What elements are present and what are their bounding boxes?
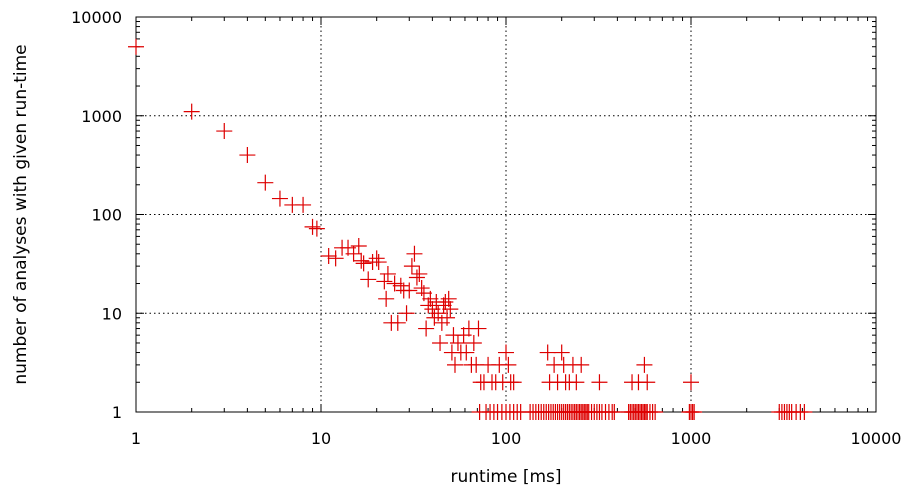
data-point (432, 334, 449, 351)
data-point (411, 265, 428, 282)
data-point (401, 282, 418, 299)
data-points (128, 38, 813, 420)
data-point (442, 301, 459, 318)
data-point (128, 38, 144, 55)
data-point (573, 356, 590, 373)
data-point (686, 404, 703, 420)
data-point (505, 374, 522, 391)
data-point (458, 344, 475, 361)
data-point (308, 220, 325, 237)
data-point (465, 334, 482, 351)
data-point (320, 247, 337, 264)
data-point (639, 374, 656, 391)
x-tick-label: 1000 (671, 429, 712, 448)
data-point (398, 305, 415, 322)
data-point (355, 255, 372, 272)
data-point (360, 271, 377, 288)
data-point (683, 374, 699, 391)
data-point (470, 320, 487, 337)
data-point (636, 356, 653, 373)
x-tick-label: 10000 (851, 429, 902, 448)
y-tick-label: 10 (102, 304, 122, 323)
y-axis-title: number of analyses with given run-time (11, 44, 31, 384)
data-point (408, 269, 425, 286)
data-point (498, 344, 514, 361)
data-point (304, 218, 321, 235)
y-tick-label: 1000 (81, 107, 122, 126)
data-point (257, 174, 274, 191)
data-point (295, 196, 312, 213)
data-point (183, 103, 200, 120)
data-point (539, 344, 556, 361)
data-point (368, 250, 385, 267)
data-point (370, 254, 387, 271)
data-point (389, 314, 406, 331)
y-tick-label: 1 (112, 403, 122, 422)
data-point (327, 250, 344, 267)
data-point (591, 374, 608, 391)
data-point (239, 147, 256, 164)
x-axis-title: runtime [ms] (450, 467, 561, 487)
data-point (647, 404, 664, 420)
data-point (216, 123, 233, 140)
data-point (353, 252, 370, 269)
data-point (422, 290, 439, 307)
data-point (439, 309, 456, 326)
data-point (500, 356, 517, 373)
data-point (403, 258, 420, 275)
data-point (553, 344, 570, 361)
y-axis-tick-labels: 1 10 100 1000 10000 (71, 8, 122, 422)
data-point (796, 404, 813, 420)
data-point (350, 237, 367, 254)
data-point (406, 245, 423, 262)
x-tick-label: 10 (311, 429, 331, 448)
data-point (420, 297, 437, 314)
data-point (418, 320, 435, 337)
data-point (446, 356, 463, 373)
x-tick-label: 1 (131, 429, 141, 448)
data-point (378, 290, 395, 307)
data-point (376, 273, 393, 290)
x-tick-label: 100 (491, 429, 522, 448)
data-point (440, 290, 457, 307)
y-tick-label: 10000 (71, 8, 122, 27)
data-point (386, 275, 403, 292)
x-axis-tick-labels: 1 10 100 1000 10000 (131, 429, 902, 448)
data-point (568, 374, 585, 391)
data-point (379, 265, 396, 282)
data-point (606, 404, 623, 420)
data-point (271, 190, 288, 207)
y-tick-label: 100 (91, 206, 122, 225)
